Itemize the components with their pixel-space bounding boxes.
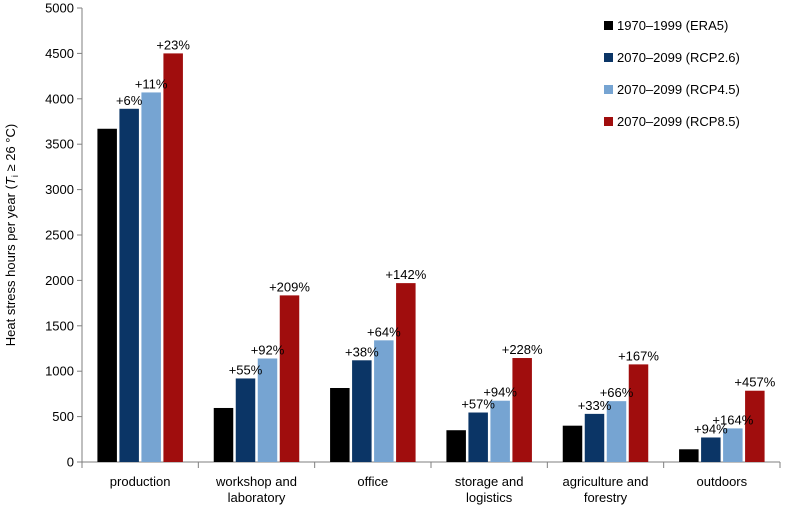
data-label: +167% [618,348,659,363]
bar [141,92,161,462]
y-tick-label: 3500 [45,137,74,152]
legend-label: 2070–2099 (RCP2.6) [617,50,740,65]
data-label: +11% [135,76,168,91]
data-label: +55% [229,362,263,377]
bar [562,425,583,462]
data-label: +457% [734,375,775,390]
data-label: +94% [483,385,517,400]
legend-label: 1970–1999 (ERA5) [617,18,728,33]
bar [628,364,649,462]
category-labels: production workshop and laboratory office st… [110,474,748,505]
bar [446,430,466,462]
category-label: production [110,474,171,489]
category-label: storage and logistics [455,474,524,505]
data-label: +33% [578,398,612,413]
data-label: +142% [385,267,426,282]
bar [701,437,721,462]
data-labels: +6%+55%+38%+57% +33%+94%+11%+92%+64%+94% +… [116,37,776,436]
data-label: +57% [461,397,495,412]
y-tick-label: 3000 [45,182,74,197]
y-tick-label: 5000 [45,1,74,16]
legend-label: 2070–2099 (RCP8.5) [617,114,740,129]
y-tick-label: 2500 [45,228,74,243]
bar [745,390,765,462]
category-label: agriculture and forestry [563,474,649,505]
bar [396,283,416,462]
legend-swatch [604,53,613,62]
bar [279,295,300,462]
bar [235,378,256,462]
data-label: +23% [156,37,190,52]
data-label: +94% [694,421,728,436]
legend-swatch [604,85,613,94]
axes [81,8,781,468]
data-label: +92% [251,342,285,357]
category-label: workshop and laboratory [215,474,297,505]
bar [213,407,234,462]
bars [97,53,765,463]
bar [119,108,139,463]
bar [606,401,627,462]
legend: 1970–1999 (ERA5) 2070–2099 (RCP2.6) 2070–2… [604,18,740,129]
y-axis-title: Heat stress hours per year (Ti ≥ 26 °C) [3,124,20,346]
category-label: outdoors [697,474,748,489]
bar [723,428,743,462]
legend-label: 2070–2099 (RCP4.5) [617,82,740,97]
data-label: +66% [600,385,634,400]
bar [584,413,605,462]
bar [163,53,183,463]
y-tick-label: 2000 [45,273,74,288]
data-label: +64% [367,324,401,339]
y-ticks: 0 500 1000 1500 2000 2500 3000 3500 4000 4500 5000 [45,1,82,470]
bar [679,449,699,462]
legend-swatch [604,21,613,30]
bar [512,358,532,462]
y-tick-label: 4500 [45,46,74,61]
bar [257,358,278,462]
bar [374,340,394,462]
data-label: +38% [345,344,379,359]
y-tick-label: 500 [52,409,74,424]
y-axis-title-text: Heat stress hours per year (Ti ≥ 26 °C) [3,124,20,346]
y-tick-label: 0 [67,455,74,470]
data-label: +228% [502,342,543,357]
category-label: office [357,474,388,489]
data-label: +164% [712,412,753,427]
bar [97,128,117,462]
y-tick-label: 1000 [45,364,74,379]
bar [352,360,372,462]
data-label: +209% [269,279,310,294]
bar [468,412,488,462]
bar [330,387,350,462]
bar [490,400,510,462]
y-tick-label: 1500 [45,318,74,333]
y-tick-label: 4000 [45,91,74,106]
legend-swatch [604,117,613,126]
data-label: +6% [116,93,143,108]
